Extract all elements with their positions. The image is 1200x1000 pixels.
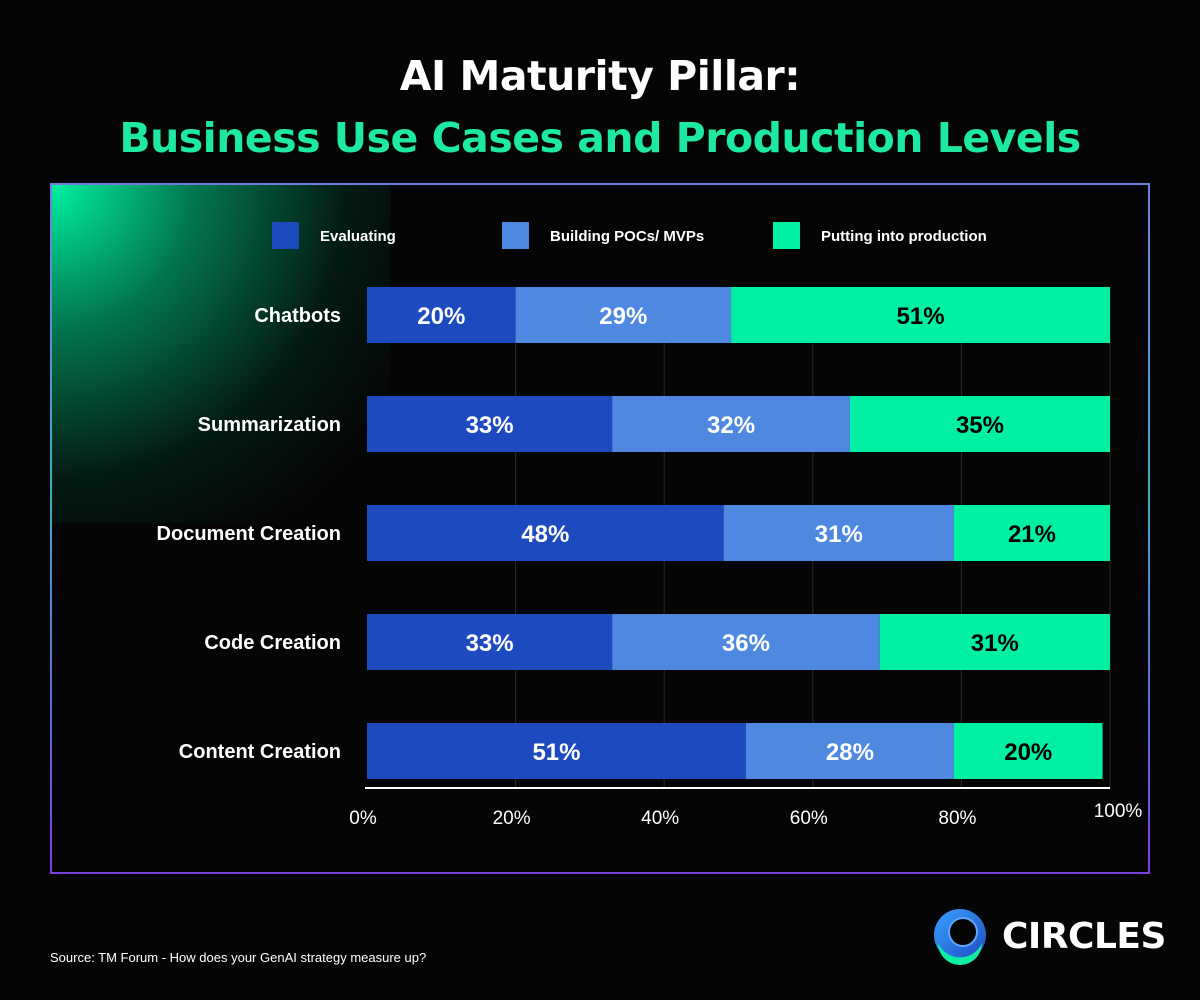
legend-swatch: [502, 222, 529, 249]
bar-segment: [367, 505, 724, 561]
bar-segment: [367, 614, 613, 670]
bar-segment: [849, 396, 1110, 452]
bar-segment: [612, 614, 880, 670]
bar-segment: [731, 287, 1110, 343]
source-note: Source: TM Forum - How does your GenAI s…: [50, 950, 427, 965]
x-tick-label: 100%: [1094, 801, 1143, 822]
data-label: 31%: [971, 630, 1019, 657]
x-tick-label: 0%: [349, 808, 377, 829]
bar-segment: [367, 287, 516, 343]
x-tick-label: 20%: [493, 808, 531, 829]
category-label: Chatbots: [254, 305, 341, 327]
data-label: 31%: [815, 521, 863, 548]
legend-label: Evaluating: [320, 228, 396, 245]
data-label: 35%: [956, 412, 1004, 439]
bar-segment: [953, 505, 1110, 561]
page-title: AI Maturity Pillar:: [399, 52, 801, 100]
data-label: 36%: [722, 630, 770, 657]
bar-segment: [879, 614, 1110, 670]
legend-swatch: [773, 222, 800, 249]
x-tick-label: 60%: [790, 808, 828, 829]
circles-logo-icon: [934, 909, 986, 965]
page-subtitle: Business Use Cases and Production Levels: [119, 114, 1081, 162]
stacked-bar-chart: 0% 20% 40% 60% 80% 100% Evaluating Building POC…: [157, 222, 1143, 829]
data-label: 20%: [417, 303, 465, 330]
data-label: 29%: [599, 303, 647, 330]
bar-segment: [723, 505, 954, 561]
bar-segment: [367, 396, 613, 452]
x-tick-label: 40%: [641, 808, 679, 829]
data-label: 21%: [1008, 521, 1056, 548]
data-label: 33%: [466, 412, 514, 439]
bar-segment: [953, 723, 1103, 779]
legend-swatch: [272, 222, 299, 249]
category-label: Code Creation: [204, 632, 341, 654]
data-label: 28%: [826, 739, 874, 766]
x-tick-label: 80%: [938, 808, 976, 829]
category-label: Document Creation: [157, 523, 341, 545]
category-label: Content Creation: [179, 741, 341, 763]
bar-segment: [612, 396, 850, 452]
data-label: 51%: [897, 303, 945, 330]
legend-label: Putting into production: [821, 228, 987, 245]
data-label: 32%: [707, 412, 755, 439]
bar-segment: [367, 723, 746, 779]
data-label: 20%: [1004, 739, 1052, 766]
chart-frame: 0% 20% 40% 60% 80% 100% Evaluating Building POC…: [50, 183, 1150, 874]
brand-name: CIRCLES: [1002, 916, 1166, 957]
data-label: 51%: [532, 739, 580, 766]
bar-segment: [745, 723, 954, 779]
data-label: 33%: [466, 630, 514, 657]
bar-segment: [515, 287, 732, 343]
legend-label: Building POCs/ MVPs: [550, 228, 704, 245]
category-label: Summarization: [198, 414, 341, 436]
data-label: 48%: [521, 521, 569, 548]
brand: CIRCLES: [930, 905, 1166, 967]
